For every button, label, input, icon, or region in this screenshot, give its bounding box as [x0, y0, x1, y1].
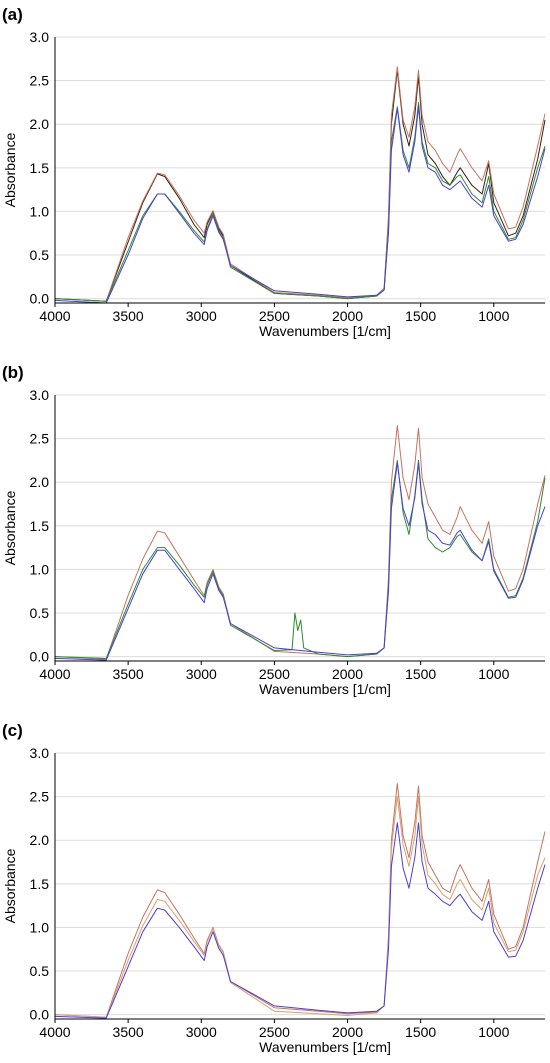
series-line-4 — [54, 106, 546, 304]
series-line-3 — [54, 101, 546, 302]
y-tick-label: 0.5 — [30, 247, 50, 263]
x-tick-label: 3000 — [186, 308, 217, 324]
x-tick-label: 2500 — [259, 1024, 290, 1040]
series-line-2 — [54, 459, 546, 659]
x-tick-label: 2500 — [259, 666, 290, 682]
x-tick-label: 2000 — [332, 666, 363, 682]
y-tick-label: 2.5 — [30, 431, 50, 447]
y-tick-label: 1.5 — [30, 160, 50, 176]
y-tick-label: 3.0 — [30, 29, 50, 45]
series-line-3 — [54, 462, 546, 661]
x-tick-label: 4000 — [39, 666, 70, 682]
chart-panel-3: (c) 0.0 0.5 1.0 1.5 2.0 2.5 3.0 4000 3500 3000 2500… — [2, 721, 546, 1055]
y-tick-label: 2.5 — [30, 789, 50, 805]
y-tick-label: 3.0 — [30, 745, 50, 761]
panel-label: (c) — [2, 721, 23, 740]
x-tick-label: 1500 — [405, 1024, 436, 1040]
y-axis-title: Absorbance — [2, 132, 18, 207]
x-tick-label: 2000 — [332, 1024, 363, 1040]
x-tick-label: 1000 — [478, 308, 509, 324]
x-axis-title: Wavenumbers [1/cm] — [259, 1039, 391, 1055]
y-tick-label: 1.0 — [30, 561, 50, 577]
y-tick-label: 0.5 — [30, 963, 50, 979]
series-line-2 — [54, 66, 546, 302]
series-line-1 — [54, 783, 546, 1018]
x-tick-label: 4000 — [39, 308, 70, 324]
panel-label: (b) — [2, 363, 24, 382]
x-tick-label: 1000 — [478, 666, 509, 682]
y-axis-title: Absorbance — [2, 848, 18, 923]
x-tick-label: 4000 — [39, 1024, 70, 1040]
x-tick-label: 1000 — [478, 1024, 509, 1040]
y-axis-title: Absorbance — [2, 490, 18, 565]
y-tick-label: 2.0 — [30, 474, 50, 490]
y-tick-label: 0.0 — [30, 649, 50, 665]
y-tick-label: 0.0 — [30, 291, 50, 307]
series-line-1 — [54, 425, 546, 660]
x-tick-label: 3000 — [186, 1024, 217, 1040]
panel-label: (a) — [2, 5, 23, 24]
series-line-3 — [54, 822, 546, 1019]
y-tick-label: 2.0 — [30, 116, 50, 132]
x-tick-label: 3500 — [113, 666, 144, 682]
y-tick-label: 1.5 — [30, 518, 50, 534]
chart-panel-1: (a) 0.0 0.5 1.0 1.5 2.0 2.5 3.0 4000 3500 3000 2500… — [2, 5, 546, 339]
x-axis-title: Wavenumbers [1/cm] — [259, 681, 391, 697]
x-tick-label: 3500 — [113, 308, 144, 324]
chart-panel-2: (b) 0.0 0.5 1.0 1.5 2.0 2.5 3.0 4000 3500 3000 2500… — [2, 363, 546, 697]
x-tick-label: 3500 — [113, 1024, 144, 1040]
y-tick-label: 1.5 — [30, 876, 50, 892]
y-tick-label: 0.0 — [30, 1007, 50, 1023]
y-tick-label: 2.0 — [30, 832, 50, 848]
y-tick-label: 1.0 — [30, 919, 50, 935]
x-tick-label: 2500 — [259, 308, 290, 324]
y-tick-label: 1.0 — [30, 203, 50, 219]
x-tick-label: 1500 — [405, 308, 436, 324]
x-tick-label: 3000 — [186, 666, 217, 682]
x-tick-label: 2000 — [332, 308, 363, 324]
y-tick-label: 0.5 — [30, 605, 50, 621]
series-line-2 — [54, 796, 546, 1018]
x-tick-label: 1500 — [405, 666, 436, 682]
y-tick-label: 3.0 — [30, 387, 50, 403]
x-axis-title: Wavenumbers [1/cm] — [259, 323, 391, 339]
y-tick-label: 2.5 — [30, 73, 50, 89]
series-line-1 — [54, 69, 546, 302]
